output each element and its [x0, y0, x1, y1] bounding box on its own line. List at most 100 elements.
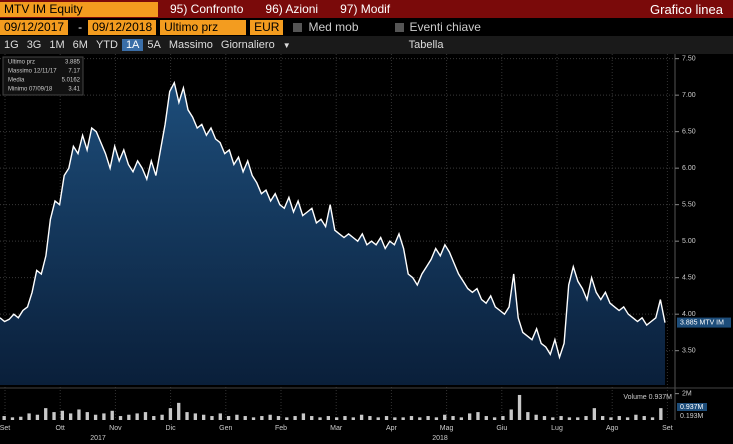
x-tick-label: Mag: [440, 425, 454, 432]
volume-bar: [68, 413, 73, 420]
legend-label: Minimo 07/09/18: [8, 87, 53, 93]
start-date[interactable]: 09/12/2017: [0, 19, 69, 35]
volume-bar: [276, 416, 281, 420]
volume-bar: [617, 416, 621, 420]
x-tick-label: Dic: [166, 425, 177, 432]
volume-bar: [576, 417, 580, 420]
volume-bar: [318, 417, 322, 420]
volume-bar: [401, 417, 405, 420]
x-tick-label: Set: [662, 425, 673, 432]
volume-bar: [268, 414, 272, 420]
legend-value: 3.41: [68, 87, 80, 93]
y-tick-label: 2M: [682, 390, 692, 397]
volume-bar: [526, 412, 530, 420]
volume-bar: [467, 413, 472, 420]
volume-bar: [168, 408, 173, 420]
y-tick-label: 5.50: [682, 202, 696, 209]
volume-bar: [501, 416, 505, 420]
legend-label: Massimo 12/11/17: [8, 69, 57, 75]
volume-bar: [285, 417, 289, 420]
volume-bar: [19, 416, 23, 420]
x-tick-label: Feb: [275, 425, 287, 432]
field[interactable]: Ultimo prz: [160, 19, 247, 35]
period[interactable]: 3G: [26, 39, 42, 51]
volume-bar: [443, 414, 447, 420]
volume-bar: [135, 413, 139, 420]
controls: 09/12/2017 - 09/12/2018 Ultimo prz EUR M…: [0, 18, 733, 36]
action[interactable]: 97) Modif: [340, 2, 391, 16]
dropdown-arrow[interactable]: ▼: [282, 40, 291, 50]
volume-bar: [351, 417, 355, 420]
frequency[interactable]: Giornaliero: [220, 39, 275, 51]
x-tick-label: Ago: [606, 425, 619, 432]
volume-bar: [77, 409, 81, 420]
y-tick-label: 5.00: [682, 238, 696, 245]
volume-bar: [85, 412, 89, 420]
separator: -: [78, 20, 83, 34]
volume-bar: [243, 416, 247, 420]
volume-bar: [10, 417, 15, 420]
volume-bar: [152, 416, 156, 420]
volume-bar: [409, 416, 414, 420]
x-tick-label: Ott: [56, 425, 65, 432]
end-date[interactable]: 09/12/2018: [88, 19, 157, 35]
volume-bar: [517, 394, 522, 420]
volume-bar: [343, 416, 347, 420]
volume-bar: [642, 416, 646, 420]
y-tick-label: 7.50: [682, 55, 696, 62]
action[interactable]: 95) Confronto: [170, 2, 244, 16]
volume-bar: [60, 410, 65, 420]
volume-bar: [625, 417, 630, 420]
period[interactable]: 1A: [121, 39, 144, 51]
volume-bar: [559, 416, 563, 420]
period[interactable]: Massimo: [168, 39, 213, 51]
volume-bar: [368, 416, 372, 420]
volume-bar: [592, 408, 597, 420]
volume-bar: [193, 413, 198, 420]
volume-bar: [2, 416, 6, 420]
volume-bar: [584, 416, 588, 420]
period[interactable]: 5A: [147, 39, 161, 51]
x-tick-label: Giu: [496, 425, 507, 432]
y-tick-label: 6.00: [682, 165, 696, 172]
volume-bar: [359, 414, 364, 420]
y-tick-label: 4.00: [682, 311, 696, 318]
x-tick-label: Mar: [330, 425, 343, 432]
period[interactable]: YTD: [95, 39, 118, 51]
checkbox[interactable]: [293, 22, 303, 32]
year-label: 2017: [90, 435, 106, 442]
volume-bar: [310, 416, 314, 420]
period[interactable]: 6M: [72, 39, 88, 51]
volume-bar: [251, 417, 256, 420]
volume-bar: [492, 417, 497, 420]
period[interactable]: 1M: [49, 39, 65, 51]
volume-bar: [476, 412, 480, 420]
table-button[interactable]: Tabella: [408, 39, 444, 51]
period[interactable]: 1G: [4, 39, 19, 51]
volume-bar: [418, 417, 422, 420]
checkbox[interactable]: [394, 22, 404, 32]
currency[interactable]: EUR: [250, 19, 284, 35]
moving-average[interactable]: Med mob: [308, 20, 359, 34]
volume-bar: [127, 414, 131, 420]
x-tick-label: Gen: [219, 425, 232, 432]
x-tick-label: Lug: [551, 425, 563, 432]
volume-bar: [434, 417, 439, 420]
chart: 3.50 4.00 4.50 5.00 5.50 6.00 6.50 7.00 7.50 Set O…: [0, 54, 733, 442]
volume-bar: [210, 416, 214, 420]
volume-bar: [567, 417, 572, 420]
legend-value: 7.17: [68, 69, 80, 75]
action[interactable]: 96) Azioni: [265, 2, 319, 16]
year-label: 2018: [432, 435, 448, 442]
volume-bar: [509, 409, 513, 420]
last-volume-label: 0.937M: [680, 404, 704, 411]
ticker[interactable]: MTV IM Equity: [0, 1, 158, 17]
last-price-box: [677, 317, 731, 328]
y-tick-label: 6.50: [682, 129, 696, 136]
events[interactable]: Eventi chiave: [409, 20, 481, 34]
volume-bar: [143, 412, 148, 420]
x-tick-label: Set: [0, 425, 10, 432]
last-volume-box: [677, 403, 707, 411]
volume-bar: [484, 416, 488, 420]
volume-bar: [27, 413, 31, 420]
